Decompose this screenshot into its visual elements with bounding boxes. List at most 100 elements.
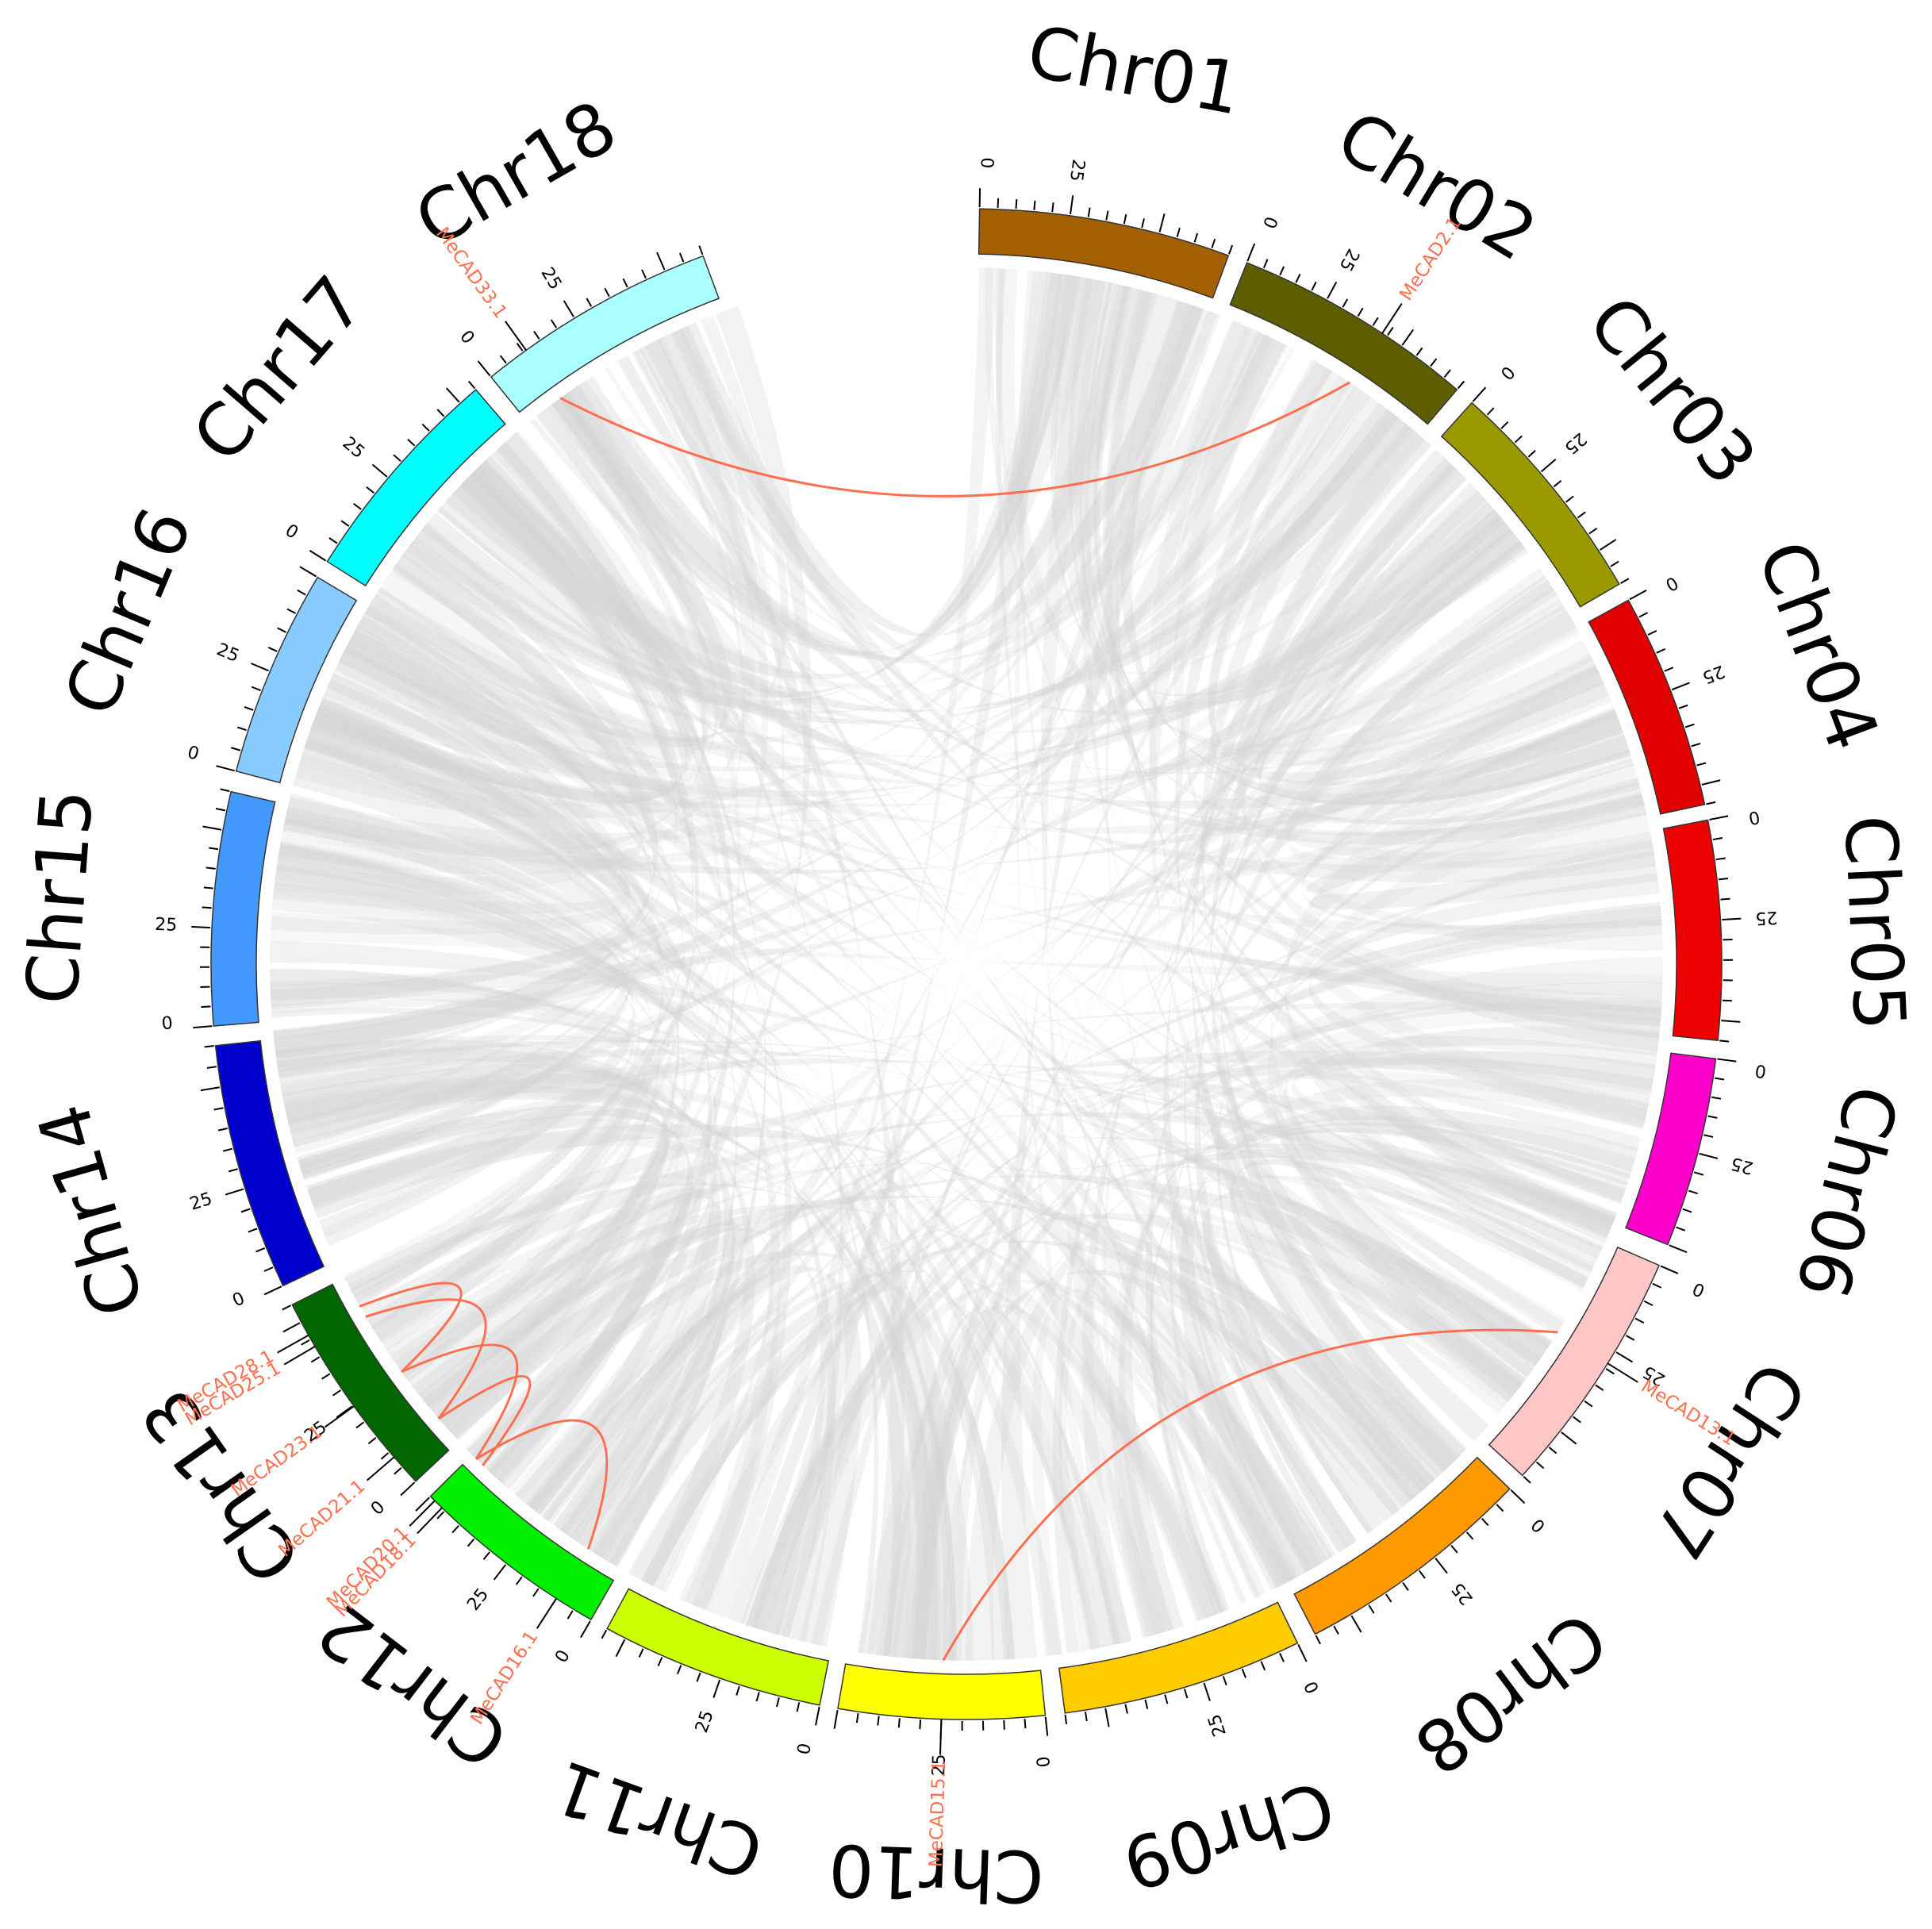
minor-tick: [1706, 801, 1716, 805]
minor-tick: [550, 319, 558, 329]
collinear-link: [559, 381, 1350, 498]
minor-tick: [641, 269, 647, 279]
minor-tick: [1333, 1625, 1339, 1635]
minor-tick: [1719, 1039, 1730, 1043]
collinear-link: [365, 1298, 487, 1420]
chromosome-label: Chr03: [1572, 281, 1773, 501]
minor-tick: [1450, 1544, 1458, 1554]
minor-tick: [1295, 273, 1301, 283]
chromosome-label: Chr14: [22, 1095, 161, 1325]
minor-tick: [1262, 259, 1269, 269]
tick-label: 25: [187, 1189, 214, 1214]
minor-tick: [421, 423, 430, 432]
minor-tick: [1610, 560, 1619, 567]
minor-tick: [297, 589, 306, 596]
minor-tick: [1260, 1661, 1266, 1671]
minor-tick: [586, 298, 593, 307]
minor-tick: [1684, 723, 1695, 728]
tick-label: 0: [551, 1647, 574, 1666]
gene-marker-line: [277, 1334, 309, 1354]
synteny-ribbon: [271, 998, 633, 1238]
synteny-ribbon: [1269, 727, 1630, 1378]
major-tick: [1615, 1351, 1634, 1363]
synteny-ribbon: [402, 1190, 710, 1475]
major-tick: [400, 1481, 416, 1497]
minor-tick: [267, 647, 278, 652]
tick-label: 25: [1448, 1578, 1477, 1608]
tick-label: 0: [1034, 1755, 1054, 1768]
synteny-ribbon: [276, 843, 636, 1247]
minor-tick: [1176, 227, 1181, 237]
minor-tick: [1595, 1384, 1604, 1391]
minor-tick: [1720, 897, 1730, 901]
synteny-ribbon: [271, 721, 630, 935]
synteny-ribbon: [307, 681, 1612, 1211]
minor-tick: [1387, 326, 1394, 336]
synteny-ribbon: [1268, 791, 1647, 1402]
minor-tick: [213, 1107, 224, 1111]
minor-tick: [1707, 1115, 1718, 1119]
tick-label: 25: [1729, 1153, 1755, 1178]
tick-label: 0: [1690, 1278, 1708, 1301]
chromosome-label: Chr09: [1113, 1764, 1343, 1906]
chromosome-label: Chr10: [828, 1827, 1046, 1918]
minor-tick: [1605, 1368, 1615, 1375]
synteny-ribbon: [270, 709, 631, 1003]
major-tick: [309, 550, 327, 562]
tick-label: 25: [1066, 158, 1089, 183]
synteny-ribbon: [276, 1040, 649, 1334]
highlighted-links-group: [359, 381, 1558, 1662]
minor-tick: [467, 1538, 475, 1547]
major-tick: [1158, 213, 1166, 232]
minor-tick: [255, 1247, 266, 1253]
minor-tick: [1565, 495, 1574, 503]
synteny-ribbon: [466, 329, 1279, 690]
minor-tick: [1620, 578, 1630, 584]
collinear-link: [437, 1374, 532, 1466]
minor-tick: [1402, 1581, 1409, 1591]
major-tick: [1435, 1558, 1448, 1574]
synteny-ribbon: [282, 810, 628, 1155]
minor-tick: [1638, 612, 1648, 618]
minor-tick: [394, 1466, 402, 1475]
minor-tick: [263, 1266, 274, 1272]
synteny-ribbon: [1081, 283, 1468, 1460]
minor-tick: [1105, 210, 1109, 221]
chromosome-label: Chr06: [1779, 1077, 1914, 1306]
major-tick: [656, 252, 666, 271]
minor-tick: [236, 726, 248, 732]
synteny-ribbon: [627, 1212, 1526, 1586]
major-tick: [200, 1086, 220, 1092]
minor-tick: [1311, 281, 1317, 291]
minor-tick: [202, 906, 212, 909]
synteny-ribbon: [1178, 1105, 1638, 1587]
minor-tick: [451, 1524, 459, 1534]
minor-tick: [1315, 1635, 1321, 1645]
major-tick: [477, 360, 491, 377]
minor-tick: [855, 1713, 859, 1723]
synteny-ribbon: [546, 272, 1078, 656]
gene-marker-line: [417, 1507, 443, 1535]
major-tick: [1540, 458, 1557, 473]
major-tick: [1701, 779, 1721, 786]
synteny-ribbon: [560, 1213, 1504, 1535]
tick-label: 25: [692, 1708, 718, 1735]
synteny-ribbon: [1192, 423, 1430, 1501]
major-tick: [445, 387, 460, 403]
major-tick: [1350, 1615, 1362, 1633]
minor-tick: [1084, 1711, 1088, 1722]
gene-marker-line: [505, 321, 527, 352]
major-tick: [615, 1639, 626, 1658]
synteny-ribbon: [1284, 1036, 1657, 1335]
minor-tick: [286, 608, 297, 614]
synteny-ribbon: [995, 267, 1455, 674]
minor-tick: [1500, 421, 1509, 429]
background-links-group: [256, 254, 1677, 1674]
tick-label: 0: [455, 327, 478, 348]
major-tick: [299, 566, 317, 578]
minor-tick: [1064, 1714, 1068, 1724]
chromosome-band: [1293, 1456, 1511, 1635]
tick-label: 25: [463, 1585, 493, 1614]
